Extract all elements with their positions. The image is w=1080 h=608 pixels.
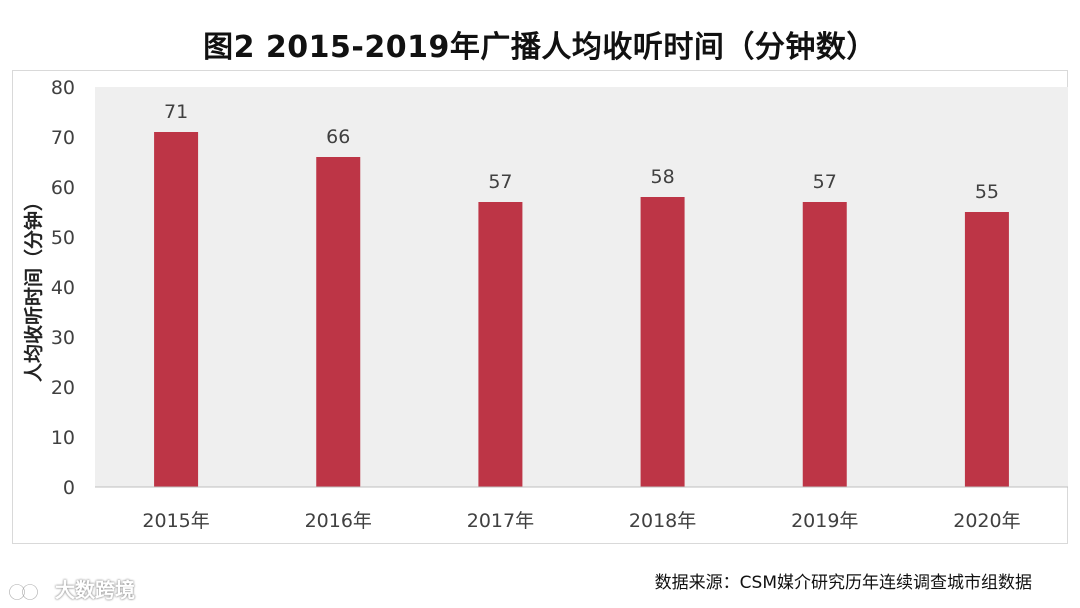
x-tick-label: 2020年 xyxy=(953,510,1020,532)
bar xyxy=(640,197,685,487)
watermark: 大数跨境 xyxy=(8,574,135,603)
y-tick-label: 30 xyxy=(51,327,75,349)
brand-logo-icon xyxy=(9,583,38,600)
chart-title: 图2 2015-2019年广播人均收听时间（分钟数） xyxy=(203,30,877,65)
bars: 71 66 57 58 57 55 xyxy=(154,101,1009,487)
source-note: 数据来源：CSM媒介研究历年连续调查城市组数据 xyxy=(654,573,1032,593)
y-tick-label: 0 xyxy=(63,477,75,499)
y-axis-label: 人均收听时间（分钟） xyxy=(22,192,45,382)
bar xyxy=(316,157,361,487)
watermark-text: 大数跨境 xyxy=(54,578,135,602)
bar-data-label: 71 xyxy=(164,101,188,123)
y-tick-label: 70 xyxy=(51,127,75,149)
x-tick-label: 2017年 xyxy=(467,510,534,532)
y-tick-label: 10 xyxy=(51,427,75,449)
bar xyxy=(154,132,199,487)
x-tick-label: 2018年 xyxy=(629,510,696,532)
bar-data-label: 57 xyxy=(488,171,512,193)
bar-data-label: 57 xyxy=(813,171,837,193)
y-tick-label: 80 xyxy=(51,77,75,99)
x-tick-label: 2015年 xyxy=(142,510,209,532)
bar xyxy=(478,202,523,487)
x-tick-label: 2019年 xyxy=(791,510,858,532)
bar-data-label: 55 xyxy=(975,181,999,203)
bar-data-label: 58 xyxy=(650,166,674,188)
bar xyxy=(802,202,847,487)
y-tick-label: 60 xyxy=(51,177,75,199)
bar-data-label: 66 xyxy=(326,126,350,148)
plot-area xyxy=(95,87,1068,487)
x-axis-ticks: 2015年 2016年 2017年 2018年 2019年 2020年 xyxy=(142,510,1020,532)
y-tick-label: 50 xyxy=(51,227,75,249)
y-axis-ticks: 0 10 20 30 40 50 60 70 80 xyxy=(51,77,75,499)
y-tick-label: 20 xyxy=(51,377,75,399)
y-tick-label: 40 xyxy=(51,277,75,299)
x-tick-label: 2016年 xyxy=(305,510,372,532)
bar xyxy=(964,212,1009,487)
